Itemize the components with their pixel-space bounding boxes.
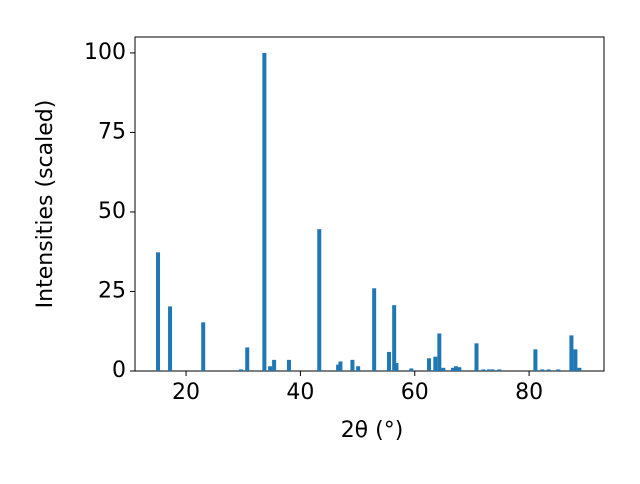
bar: [372, 288, 377, 371]
y-tick-label: 0: [112, 358, 126, 383]
bar: [387, 351, 392, 371]
x-tick-label: 20: [172, 380, 200, 405]
bar: [156, 252, 161, 371]
bar: [437, 333, 442, 371]
bar: [336, 364, 341, 371]
bar: [356, 366, 361, 371]
bar: [168, 306, 173, 371]
bar: [268, 366, 273, 371]
bar: [394, 363, 399, 371]
x-tick-label: 40: [286, 380, 314, 405]
bar: [286, 359, 291, 371]
bar: [546, 369, 551, 371]
bar: [317, 229, 322, 371]
bar: [533, 349, 538, 371]
x-axis-label: 2θ (°): [341, 418, 404, 443]
bar: [556, 369, 561, 371]
y-tick-label: 25: [98, 278, 126, 303]
y-tick-label: 100: [84, 40, 126, 65]
y-axis-label: Intensities (scaled): [33, 100, 58, 309]
y-tick-label: 50: [98, 199, 126, 224]
bar: [569, 335, 574, 371]
bar: [540, 369, 545, 371]
bar: [481, 369, 486, 371]
bar: [262, 52, 267, 372]
bar: [338, 361, 343, 371]
bar: [409, 368, 414, 371]
bar: [441, 367, 446, 371]
x-tick-label: 60: [401, 380, 429, 405]
bar: [238, 369, 243, 371]
x-tick-label: 80: [515, 380, 543, 405]
bar: [427, 358, 432, 371]
bar: [487, 369, 492, 371]
bar: [350, 359, 355, 371]
bar: [577, 367, 582, 371]
bar: [474, 343, 479, 371]
bar: [573, 349, 578, 371]
plot-frame: [134, 36, 605, 372]
bar: [392, 305, 397, 371]
bar: [453, 366, 458, 371]
bar: [245, 347, 250, 371]
bar: [490, 369, 495, 371]
bar: [457, 367, 462, 371]
bar: [201, 322, 206, 371]
bar: [433, 356, 438, 371]
bar: [451, 367, 456, 371]
bar: [272, 359, 277, 371]
bar: [497, 369, 502, 371]
y-tick-label: 75: [98, 119, 126, 144]
